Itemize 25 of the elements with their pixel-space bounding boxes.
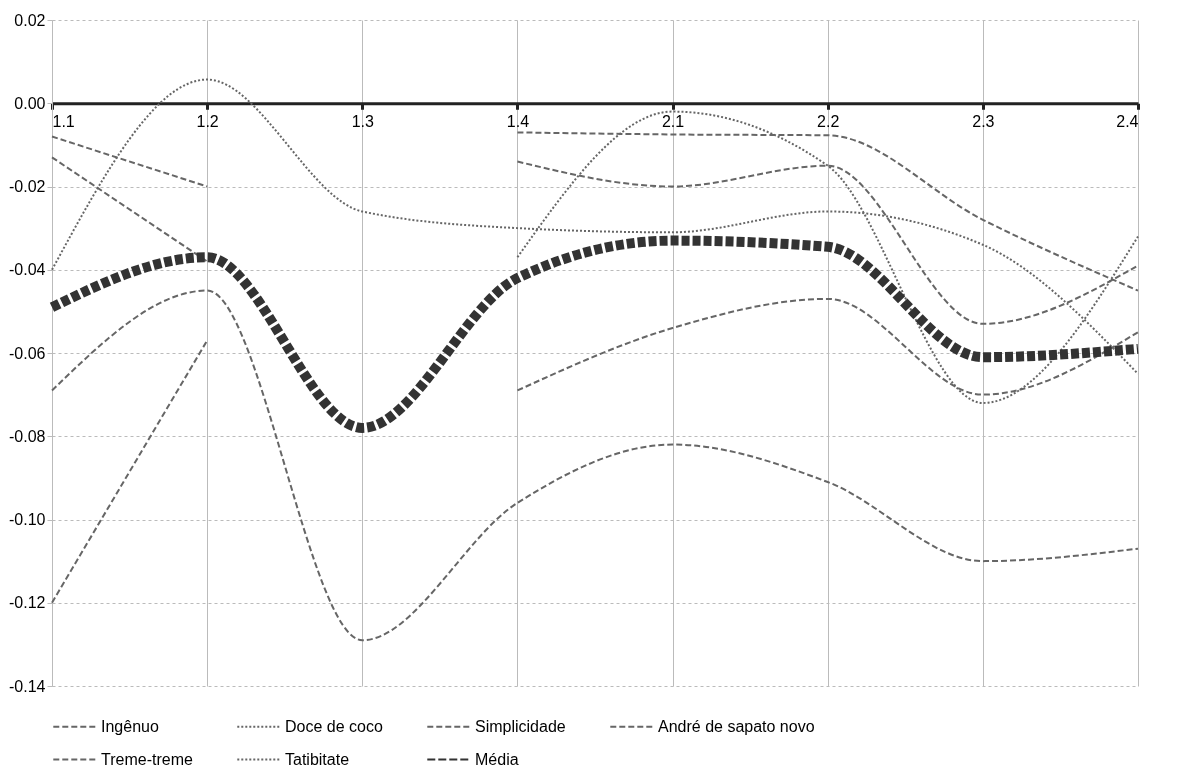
- y-tick-label: -0.10: [9, 511, 46, 528]
- y-tick-label: -0.06: [9, 344, 46, 362]
- y-tick-label: -0.02: [9, 178, 46, 195]
- y-tick-label: -0.08: [9, 427, 46, 445]
- legend-label: Ingênuo: [101, 717, 159, 735]
- x-tick-label: 1.3: [351, 112, 374, 130]
- y-tick-label: -0.14: [9, 677, 46, 695]
- legend-label: Doce de coco: [285, 717, 383, 735]
- y-tick-label: 0.02: [14, 11, 46, 29]
- x-tick-label: 1.2: [196, 112, 219, 130]
- legend-label: André de sapato novo: [658, 717, 815, 735]
- legend-label: Simplicidade: [475, 717, 566, 735]
- line-series: [51, 289, 1139, 642]
- x-tick-label: 2.1: [661, 112, 685, 130]
- x-tick-label: 2.4: [1116, 112, 1139, 130]
- y-tick-label: -0.04: [9, 261, 46, 279]
- x-tick-label: 1.1: [52, 112, 75, 130]
- legend-label: Média: [475, 750, 519, 768]
- x-tick-label: 2.2: [817, 112, 840, 130]
- legend-label: Treme-treme: [101, 750, 193, 768]
- x-tick-label: 2.3: [972, 112, 995, 130]
- y-tick-label: -0.12: [9, 594, 46, 612]
- x-tick-label: 1.4: [506, 112, 530, 130]
- legend-label: Tatibitate: [285, 750, 350, 768]
- y-tick-label: 0.00: [14, 94, 46, 112]
